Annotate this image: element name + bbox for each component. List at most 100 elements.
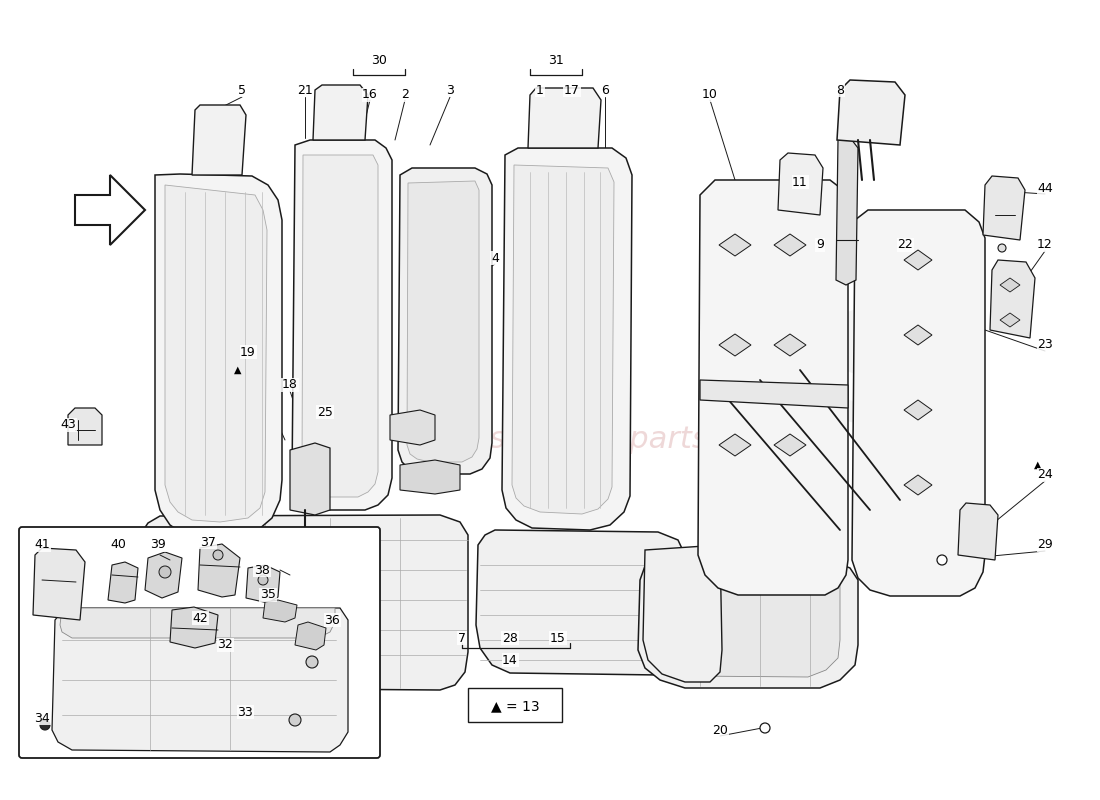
Text: 23: 23 (1037, 338, 1053, 351)
Text: 44: 44 (1037, 182, 1053, 194)
Polygon shape (778, 153, 823, 215)
Text: ▲: ▲ (234, 365, 242, 375)
Polygon shape (719, 234, 751, 256)
Text: 37: 37 (200, 535, 216, 549)
Polygon shape (904, 250, 932, 270)
Polygon shape (837, 80, 905, 145)
Text: 29: 29 (1037, 538, 1053, 551)
Text: 20: 20 (712, 723, 728, 737)
Text: 2: 2 (402, 89, 409, 102)
Polygon shape (246, 565, 280, 603)
Text: 34: 34 (34, 711, 50, 725)
Polygon shape (476, 530, 685, 675)
Polygon shape (719, 434, 751, 456)
Polygon shape (990, 260, 1035, 338)
Polygon shape (700, 380, 848, 408)
Polygon shape (904, 400, 932, 420)
Circle shape (998, 244, 1006, 252)
Polygon shape (644, 545, 722, 682)
Polygon shape (390, 410, 435, 445)
Circle shape (306, 656, 318, 668)
Text: 10: 10 (702, 89, 718, 102)
Circle shape (40, 720, 49, 730)
Polygon shape (295, 622, 326, 650)
Polygon shape (407, 181, 478, 462)
Text: ▲: ▲ (1034, 460, 1042, 470)
Polygon shape (958, 503, 998, 560)
Text: 43: 43 (60, 418, 76, 431)
Polygon shape (290, 443, 330, 515)
Text: 19: 19 (240, 346, 256, 358)
Polygon shape (108, 562, 138, 603)
Polygon shape (774, 334, 806, 356)
Polygon shape (983, 176, 1025, 240)
Text: 24: 24 (1037, 469, 1053, 482)
Polygon shape (398, 168, 492, 474)
Polygon shape (192, 105, 246, 175)
Text: 15: 15 (550, 631, 565, 645)
Text: 33: 33 (238, 706, 253, 718)
Polygon shape (314, 85, 369, 140)
Polygon shape (75, 175, 145, 245)
Polygon shape (170, 607, 218, 648)
Polygon shape (60, 608, 336, 638)
Text: 35: 35 (260, 589, 276, 602)
Polygon shape (145, 552, 182, 598)
Circle shape (289, 714, 301, 726)
Text: a passion for parts...: a passion for parts... (424, 426, 737, 454)
Polygon shape (33, 548, 85, 620)
Text: GS: GS (692, 306, 927, 454)
Text: 3: 3 (447, 83, 454, 97)
Circle shape (160, 566, 170, 578)
Text: ▲ = 13: ▲ = 13 (491, 699, 539, 713)
Polygon shape (652, 565, 840, 677)
FancyBboxPatch shape (19, 527, 379, 758)
Text: 31: 31 (548, 54, 564, 66)
Text: 22: 22 (898, 238, 913, 251)
Text: 9: 9 (816, 238, 824, 251)
Text: 16: 16 (362, 89, 378, 102)
Text: 25: 25 (317, 406, 333, 418)
Polygon shape (52, 608, 348, 752)
Polygon shape (774, 434, 806, 456)
Polygon shape (698, 180, 848, 595)
Text: 8: 8 (836, 83, 844, 97)
Polygon shape (904, 475, 932, 495)
Text: 38: 38 (254, 563, 270, 577)
Text: 41: 41 (34, 538, 50, 551)
Text: 4: 4 (491, 251, 499, 265)
Polygon shape (719, 334, 751, 356)
FancyBboxPatch shape (468, 688, 562, 722)
Polygon shape (852, 210, 984, 596)
Text: 14: 14 (502, 654, 518, 666)
Text: 5: 5 (238, 83, 246, 97)
Polygon shape (904, 325, 932, 345)
Polygon shape (263, 600, 297, 622)
Polygon shape (638, 560, 858, 688)
Polygon shape (1000, 313, 1020, 327)
Text: 36: 36 (324, 614, 340, 626)
Polygon shape (836, 135, 858, 285)
Polygon shape (502, 148, 632, 530)
Polygon shape (198, 544, 240, 597)
Text: 7: 7 (458, 631, 466, 645)
Polygon shape (138, 515, 468, 690)
Text: 28: 28 (502, 631, 518, 645)
Text: 12: 12 (1037, 238, 1053, 251)
Text: 17: 17 (564, 83, 580, 97)
Text: 6: 6 (601, 83, 609, 97)
Polygon shape (68, 408, 102, 445)
Circle shape (213, 550, 223, 560)
Text: 42: 42 (192, 611, 208, 625)
Polygon shape (400, 460, 460, 494)
Polygon shape (512, 165, 614, 514)
Text: 11: 11 (792, 175, 807, 189)
Polygon shape (774, 234, 806, 256)
Circle shape (760, 723, 770, 733)
Polygon shape (1000, 278, 1020, 292)
Text: 39: 39 (150, 538, 166, 551)
Circle shape (258, 575, 268, 585)
Text: 18: 18 (282, 378, 298, 391)
Polygon shape (292, 140, 392, 510)
Text: 32: 32 (217, 638, 233, 651)
